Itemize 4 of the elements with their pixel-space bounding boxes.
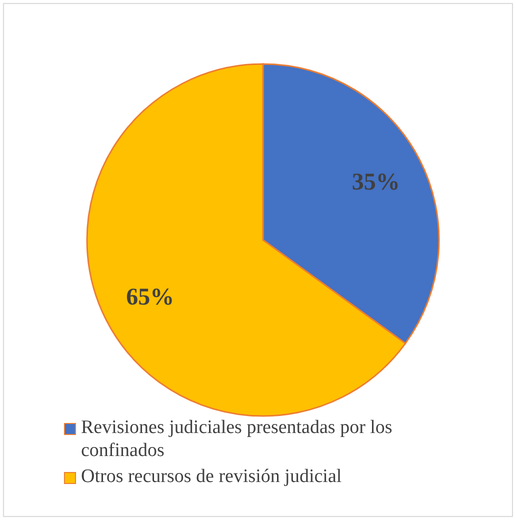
data-label: 35% <box>352 169 400 196</box>
legend-label: Revisiones judiciales presentadas por los confinados <box>81 416 394 462</box>
legend-label: Otros recursos de revisión judicial <box>81 465 342 488</box>
data-label: 65% <box>126 284 174 311</box>
